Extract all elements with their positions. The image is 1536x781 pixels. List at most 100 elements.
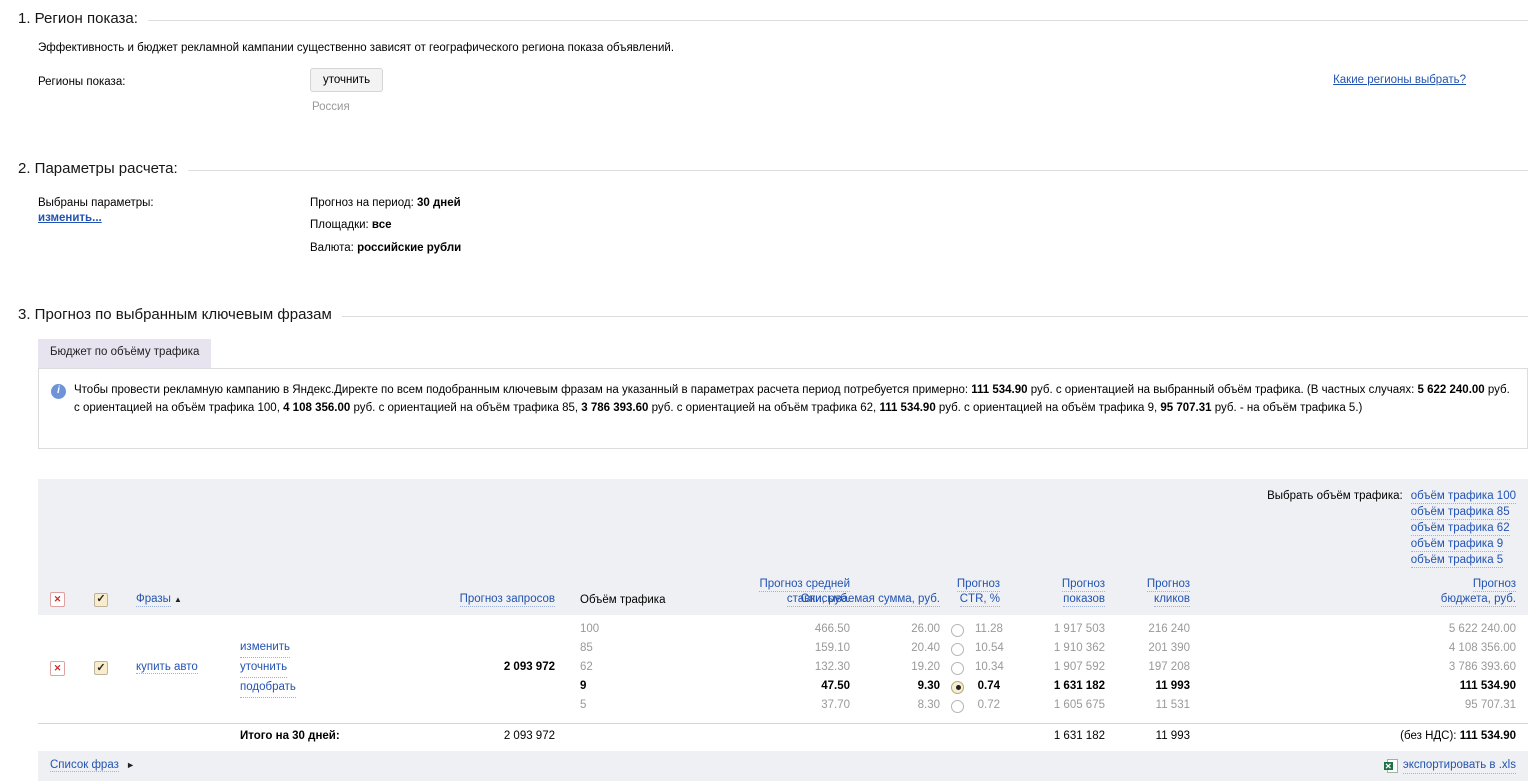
ctr-value: 10.54 bbox=[975, 642, 1004, 655]
budget-value: 5 622 240.00 bbox=[1448, 623, 1516, 636]
column-header-writeoff[interactable]: Списываемая сумма, руб. bbox=[800, 592, 940, 607]
traffic-link-5[interactable]: объём трафика 5 bbox=[1410, 553, 1504, 568]
bid-value: 47.50 bbox=[821, 680, 850, 693]
regions-label: Регионы показа: bbox=[38, 75, 126, 88]
bid-value: 37.70 bbox=[821, 699, 850, 712]
traffic-radio[interactable] bbox=[951, 680, 964, 694]
section-region-title: 1. Регион показа: bbox=[18, 10, 138, 27]
traffic-radio[interactable] bbox=[951, 699, 964, 713]
traffic-link-100[interactable]: объём трафика 100 bbox=[1410, 489, 1516, 504]
traffic-link-85[interactable]: объём трафика 85 bbox=[1410, 505, 1510, 520]
traffic-radio[interactable] bbox=[951, 623, 964, 637]
impressions-value: 1 605 675 bbox=[1053, 699, 1105, 712]
divider bbox=[187, 170, 1528, 172]
traffic-volume-links: объём трафика 100 объём трафика 85 объём… bbox=[1410, 489, 1516, 569]
budget-value: 111 534.90 bbox=[1459, 680, 1516, 693]
select-traffic-label: Выбрать объём трафика: bbox=[1267, 489, 1403, 502]
traffic-link-9[interactable]: объём трафика 9 bbox=[1410, 537, 1504, 552]
traffic-radio[interactable] bbox=[951, 661, 964, 675]
writeoff-value: 9.30 bbox=[917, 680, 940, 693]
forecast-table: Выбрать объём трафика: объём трафика 100… bbox=[38, 478, 1528, 781]
param-currency-value: российские рубли bbox=[357, 241, 462, 254]
column-header-impressions[interactable]: Прогноз показов bbox=[1061, 577, 1105, 607]
region-value: Россия bbox=[312, 100, 350, 113]
param-platforms-value: все bbox=[371, 219, 392, 232]
delete-all-button[interactable]: ✕ bbox=[50, 591, 65, 607]
excel-icon bbox=[1383, 759, 1398, 774]
budget-value: 95 707.31 bbox=[1464, 699, 1516, 712]
phrase-link[interactable]: купить авто bbox=[136, 661, 198, 675]
region-description: Эффективность и бюджет рекламной кампани… bbox=[38, 42, 675, 55]
section-parameters-title: 2. Параметры расчета: bbox=[18, 160, 178, 178]
tab-traffic-budget[interactable]: Бюджет по объёму трафика bbox=[38, 339, 212, 368]
table-footer-bar: Список фраз ► экспортировать в .xls bbox=[38, 751, 1528, 781]
column-header-queries[interactable]: Прогноз запросов bbox=[459, 592, 555, 607]
impressions-value: 1 910 362 bbox=[1053, 642, 1105, 655]
forecast-info-box: i Чтобы провести рекламную кампанию в Ян… bbox=[38, 367, 1528, 449]
action-edit-link[interactable]: изменить bbox=[240, 638, 291, 659]
column-header-row: ✕ ✓ Фразы ▲ Прогноз запросов Объём трафи… bbox=[50, 577, 1516, 607]
params-values: Прогноз на период: 30 дней Площадки: все… bbox=[310, 196, 461, 264]
budget-value: 3 786 393.60 bbox=[1448, 661, 1516, 674]
variant-row-100: 100 466.50 26.00 11.28 1 917 503 216 240… bbox=[555, 621, 1516, 640]
totals-clicks: 11 993 bbox=[1155, 729, 1190, 742]
chosen-params-label: Выбраны параметры: bbox=[38, 196, 154, 209]
variant-row-9: 9 47.50 9.30 0.74 1 631 182 11 993 111 5… bbox=[555, 678, 1516, 697]
clicks-value: 197 208 bbox=[1148, 661, 1190, 674]
table-header-area: Выбрать объём трафика: объём трафика 100… bbox=[38, 478, 1528, 615]
totals-row: Итого на 30 дней: 2 093 972 1 631 182 11… bbox=[38, 722, 1528, 751]
select-all-checkbox[interactable]: ✓ bbox=[94, 592, 108, 607]
writeoff-value: 8.30 bbox=[917, 699, 940, 712]
totals-budget-value: 111 534.90 bbox=[1459, 729, 1516, 742]
delete-row-button[interactable]: ✕ bbox=[50, 660, 65, 676]
ctr-value: 11.28 bbox=[975, 623, 1003, 636]
change-params-link[interactable]: изменить... bbox=[38, 212, 102, 225]
action-pick-link[interactable]: подобрать bbox=[240, 678, 296, 699]
bid-value: 132.30 bbox=[814, 661, 850, 674]
writeoff-value: 20.40 bbox=[911, 642, 940, 655]
table-row: ✕ ✓ купить авто изменить уточнить подобр… bbox=[38, 614, 1528, 723]
clicks-value: 216 240 bbox=[1148, 623, 1190, 636]
section-parameters: 2. Параметры расчета: Выбраны параметры:… bbox=[0, 159, 1536, 263]
column-header-phrases[interactable]: Фразы bbox=[136, 592, 171, 607]
writeoff-value: 19.20 bbox=[911, 661, 940, 674]
clicks-value: 11 993 bbox=[1155, 680, 1190, 693]
bid-value: 159.10 bbox=[814, 642, 850, 655]
totals-impressions: 1 631 182 bbox=[1053, 729, 1105, 742]
sort-asc-icon: ▲ bbox=[173, 594, 182, 604]
section-forecast: 3. Прогноз по выбранным ключевым фразам … bbox=[0, 305, 1536, 781]
impressions-value: 1 631 182 bbox=[1053, 680, 1105, 693]
totals-queries: 2 093 972 bbox=[503, 729, 555, 742]
section-forecast-title: 3. Прогноз по выбранным ключевым фразам bbox=[18, 306, 332, 324]
param-period-value: 30 дней bbox=[416, 196, 461, 209]
column-header-budget[interactable]: Прогноз бюджета, руб. bbox=[1440, 577, 1516, 607]
row-checkbox[interactable]: ✓ bbox=[94, 661, 108, 676]
phrase-list-link[interactable]: Список фраз bbox=[50, 759, 119, 773]
ctr-value: 10.34 bbox=[975, 661, 1004, 674]
param-platforms: Площадки: все bbox=[310, 219, 392, 232]
totals-label: Итого на 30 дней: bbox=[240, 729, 340, 742]
info-text: Чтобы провести рекламную кампанию в Янде… bbox=[74, 383, 1510, 415]
column-header-clicks[interactable]: Прогноз кликов bbox=[1146, 577, 1190, 607]
refine-region-button[interactable]: уточнить bbox=[310, 67, 384, 92]
region-control: уточнить Россия bbox=[310, 67, 384, 116]
traffic-link-62[interactable]: объём трафика 62 bbox=[1410, 521, 1510, 536]
expand-arrow-icon: ► bbox=[126, 760, 135, 771]
forecast-queries-value: 2 093 972 bbox=[503, 661, 555, 674]
region-help-link[interactable]: Какие регионы выбрать? bbox=[1333, 73, 1466, 86]
bid-value: 466.50 bbox=[814, 623, 850, 636]
param-period: Прогноз на период: 30 дней bbox=[310, 196, 461, 209]
traffic-radio[interactable] bbox=[951, 642, 964, 656]
variant-row-85: 85 159.10 20.40 10.54 1 910 362 201 390 … bbox=[555, 640, 1516, 659]
export-xls-link[interactable]: экспортировать в .xls bbox=[1402, 758, 1516, 775]
budget-value: 4 108 356.00 bbox=[1448, 642, 1516, 655]
action-refine-link[interactable]: уточнить bbox=[240, 658, 288, 679]
column-header-ctr[interactable]: Прогноз CTR, % bbox=[956, 577, 1000, 607]
ctr-value: 0.74 bbox=[977, 680, 1000, 693]
info-icon: i bbox=[51, 383, 66, 399]
clicks-value: 11 531 bbox=[1155, 699, 1190, 712]
column-header-traffic: Объём трафика bbox=[580, 593, 666, 606]
divider bbox=[147, 20, 1528, 22]
writeoff-value: 26.00 bbox=[911, 623, 940, 636]
